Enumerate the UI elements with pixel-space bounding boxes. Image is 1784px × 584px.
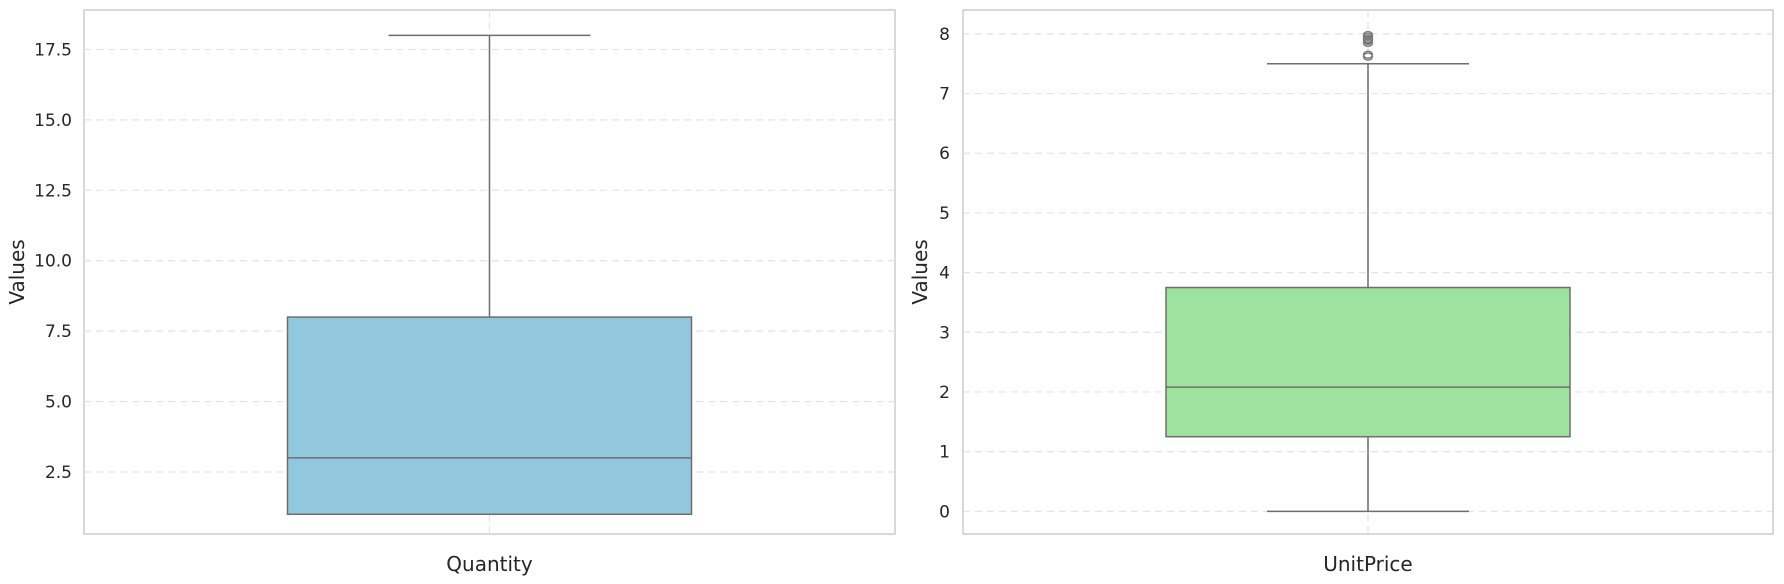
y-tick-label: 4 — [939, 264, 950, 284]
panel-quantity: 2.5 5.0 7.5 10.0 12.5 15.0 17.5 Quantity Values — [5, 9, 896, 576]
y-tick-label: 3 — [939, 323, 950, 343]
y-tick-label: 1 — [939, 443, 950, 463]
iqr-box — [1165, 286, 1571, 438]
y-tick-label: 5 — [939, 204, 950, 224]
y-tick-label: 12.5 — [34, 181, 72, 201]
y-tick-label: 10.0 — [34, 252, 72, 272]
outlier-point — [1362, 50, 1374, 59]
y-axis-label: Values — [908, 239, 932, 304]
panel-unitprice: 0 1 2 3 4 5 6 7 8 UnitPrice Values — [908, 9, 1774, 576]
y-tick-label: 2.5 — [45, 463, 72, 483]
x-category-label: Quantity — [446, 552, 533, 576]
y-tick-label: 17.5 — [34, 40, 72, 60]
y-tick-label: 2 — [939, 383, 950, 403]
outlier-point — [1362, 30, 1374, 40]
y-tick-label: 7.5 — [45, 322, 72, 342]
x-category-label: UnitPrice — [1323, 552, 1413, 576]
y-axis-label: Values — [5, 239, 29, 304]
y-tick-label: 7 — [939, 85, 950, 105]
y-tick-label: 15.0 — [34, 111, 72, 131]
y-tick-label: 8 — [939, 25, 950, 45]
iqr-box — [286, 316, 693, 516]
y-tick-label: 6 — [939, 144, 950, 164]
y-tick-label: 0 — [939, 502, 950, 522]
y-tick-label: 5.0 — [45, 393, 72, 413]
